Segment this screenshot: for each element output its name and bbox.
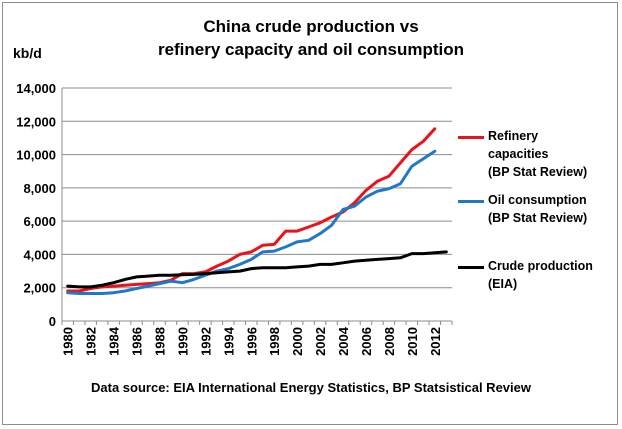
x-tick-label: 1984 xyxy=(107,326,122,356)
legend-swatch xyxy=(458,200,484,203)
legend-label: Crude production (EIA) xyxy=(488,259,593,291)
x-tick-label: 1992 xyxy=(198,327,213,356)
legend-swatch xyxy=(458,266,484,269)
y-tick-label: 2,000 xyxy=(23,281,56,296)
x-tick-label: 2006 xyxy=(359,327,374,356)
x-tick-label: 2010 xyxy=(405,327,420,356)
legend-label: Refinery capacities (BP Stat Review) xyxy=(488,129,588,179)
y-tick-label: 10,000 xyxy=(16,148,56,163)
chart-frame xyxy=(2,2,618,425)
y-tick-label: 6,000 xyxy=(23,214,56,229)
x-tick-label: 1990 xyxy=(175,327,190,356)
x-tick-labels: 1980 1982 1984 1986 1988 1990 1992 1994 1996 1998… xyxy=(61,326,443,356)
x-tick-label: 2004 xyxy=(336,326,351,356)
chart-title-line-2: refinery capacity and oil consumption xyxy=(157,40,465,59)
x-tick-label: 1998 xyxy=(267,327,282,356)
x-tick-label: 1988 xyxy=(153,327,168,356)
x-tick-label: 2012 xyxy=(428,327,443,356)
x-tick-label: 2008 xyxy=(382,327,397,356)
series-line-2 xyxy=(66,149,437,295)
x-tick-label: 1996 xyxy=(244,327,259,356)
x-tick-label: 1986 xyxy=(130,327,145,356)
y-axis-units-label: kb/d xyxy=(13,45,42,61)
y-tick-label: 4,000 xyxy=(23,247,56,262)
y-tick-label: 8,000 xyxy=(23,181,56,196)
series-lines xyxy=(66,127,448,295)
legend-label: Oil consumption (BP Stat Review) xyxy=(488,193,588,225)
x-tick-label: 2002 xyxy=(313,327,328,356)
y-tick-label: 12,000 xyxy=(16,114,56,129)
chart-title-line-1: China crude production vs xyxy=(203,17,419,36)
y-tick-labels: 0 2,000 4,000 6,000 8,000 10,000 12,000 14,000 xyxy=(16,81,56,329)
y-tick-label: 0 xyxy=(49,314,56,329)
series-line-3 xyxy=(66,250,448,289)
axes xyxy=(61,88,453,325)
x-tick-label: 2000 xyxy=(290,327,305,356)
data-source-note: Data source: EIA International Energy St… xyxy=(91,380,531,395)
x-tick-label: 1980 xyxy=(61,327,76,356)
x-tick-label: 1994 xyxy=(221,326,236,356)
series-line-1 xyxy=(66,127,437,293)
x-tick-label: 1982 xyxy=(84,327,99,356)
y-tick-label: 14,000 xyxy=(16,81,56,96)
legend-swatch xyxy=(458,136,484,139)
